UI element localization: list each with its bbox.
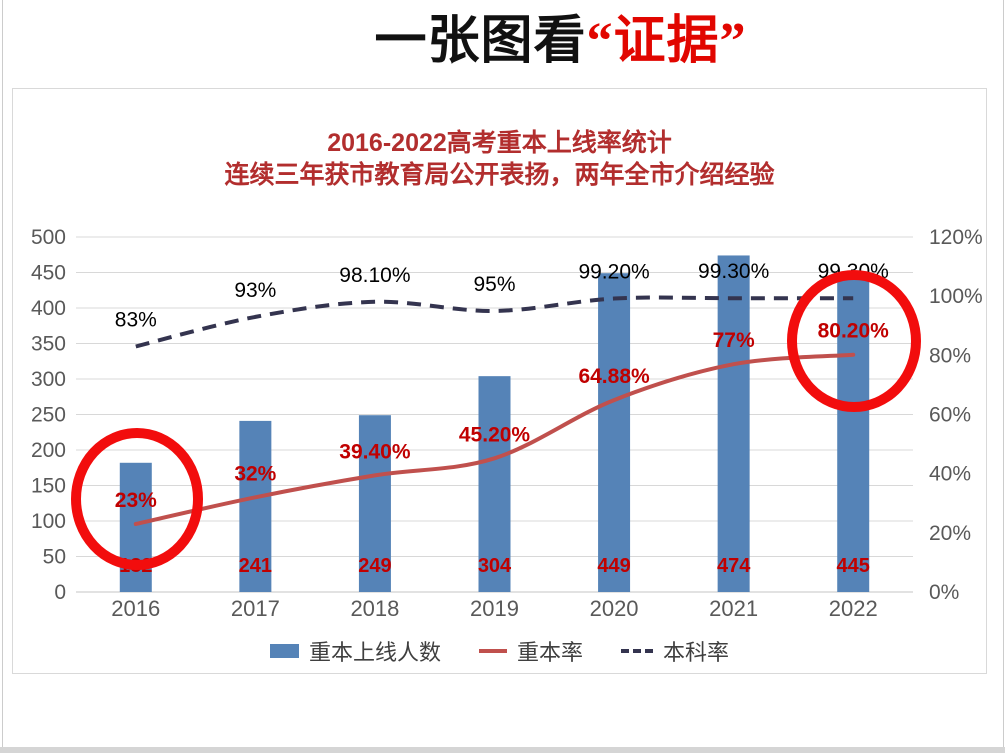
point-label: 98.10% <box>339 264 410 287</box>
point-label: 32% <box>234 462 276 485</box>
x-axis-label: 2016 <box>111 596 160 621</box>
slide-right-edge <box>1003 0 1004 753</box>
chart-title: 2016-2022高考重本上线率统计 <box>327 129 672 157</box>
right-axis-tick: 20% <box>929 522 971 545</box>
x-axis-label: 2022 <box>829 596 878 621</box>
left-axis-tick: 50 <box>43 546 66 569</box>
left-axis-tick: 0 <box>54 581 66 604</box>
slide-title-black: 一张图看 <box>374 13 587 70</box>
right-axis-tick: 0% <box>929 581 959 604</box>
right-axis-tick: 40% <box>929 463 971 486</box>
left-axis-tick: 300 <box>31 368 66 391</box>
x-axis-label: 2017 <box>231 596 280 621</box>
right-axis-tick: 120% <box>929 226 983 249</box>
left-axis-tick: 500 <box>31 226 66 249</box>
point-label: 77% <box>713 329 755 352</box>
bar-2021 <box>717 255 750 592</box>
left-axis-tick: 150 <box>31 475 66 498</box>
left-axis-tick: 400 <box>31 297 66 320</box>
right-axis-tick: 60% <box>929 404 971 427</box>
left-axis-tick: 350 <box>31 333 66 356</box>
bar-value-label: 241 <box>239 555 272 577</box>
bar-2018 <box>358 415 391 592</box>
bar-value-label: 474 <box>717 555 751 577</box>
slide-left-edge <box>2 0 3 753</box>
legend-item-0: 重本上线人数 <box>269 635 441 667</box>
legend-label: 重本率 <box>516 640 583 665</box>
line-series-本科率 <box>135 295 854 349</box>
bar-2019 <box>478 376 511 592</box>
legend-label: 本科率 <box>663 640 730 665</box>
left-axis-tick: 450 <box>31 262 66 285</box>
point-label: 83% <box>115 308 157 331</box>
bar-2022 <box>837 276 870 592</box>
highlight-circle <box>71 428 203 570</box>
legend-bar-swatch <box>269 644 299 658</box>
slide-title: 一张图看“证据” <box>116 8 1005 80</box>
point-label: 99.30% <box>698 260 769 283</box>
legend-line-swatch <box>478 649 507 653</box>
point-label: 23% <box>115 489 157 512</box>
point-label: 93% <box>234 279 276 302</box>
right-axis-tick: 100% <box>929 285 983 308</box>
bar-2016 <box>119 462 152 592</box>
x-axis-label: 2020 <box>590 596 639 621</box>
bar-2020 <box>598 273 631 592</box>
point-label: 64.88% <box>578 365 650 388</box>
chart-title-block: 2016-2022高考重本上线率统计 连续三年获市教育局公开表扬，两年全市介绍经… <box>12 127 987 191</box>
legend-item-2: 本科率 <box>621 635 729 667</box>
highlight-circle <box>787 270 921 412</box>
point-label: 95% <box>473 273 515 296</box>
point-label: 99.20% <box>578 261 649 284</box>
bar-value-label: 445 <box>837 555 870 577</box>
x-axis-label: 2018 <box>350 596 399 621</box>
slide-bottom-edge <box>0 747 1005 753</box>
chart-subtitle: 连续三年获市教育局公开表扬，两年全市介绍经验 <box>224 161 775 189</box>
bar-value-label: 304 <box>478 555 512 577</box>
point-label: 39.40% <box>339 440 411 463</box>
chart-legend: 重本上线人数 重本率 本科率 <box>12 635 987 667</box>
right-axis-tick: 80% <box>929 344 971 367</box>
slide-title-red: “证据” <box>586 13 747 70</box>
x-axis-label: 2019 <box>470 596 519 621</box>
legend-item-1: 重本率 <box>478 635 583 667</box>
legend-dashed-line-swatch <box>621 649 653 653</box>
legend-label: 重本上线人数 <box>308 640 441 665</box>
left-axis-tick: 100 <box>31 510 66 533</box>
point-label: 45.20% <box>459 423 531 446</box>
x-axis-label: 2021 <box>709 596 758 621</box>
line-series-重本率 <box>133 352 856 526</box>
point-label: 80.20% <box>818 320 890 343</box>
bar-value-label: 449 <box>597 555 630 577</box>
left-axis-tick: 200 <box>31 439 66 462</box>
bar-2017 <box>239 420 272 592</box>
bar-value-label: 249 <box>358 555 391 577</box>
left-axis-tick: 250 <box>31 404 66 427</box>
